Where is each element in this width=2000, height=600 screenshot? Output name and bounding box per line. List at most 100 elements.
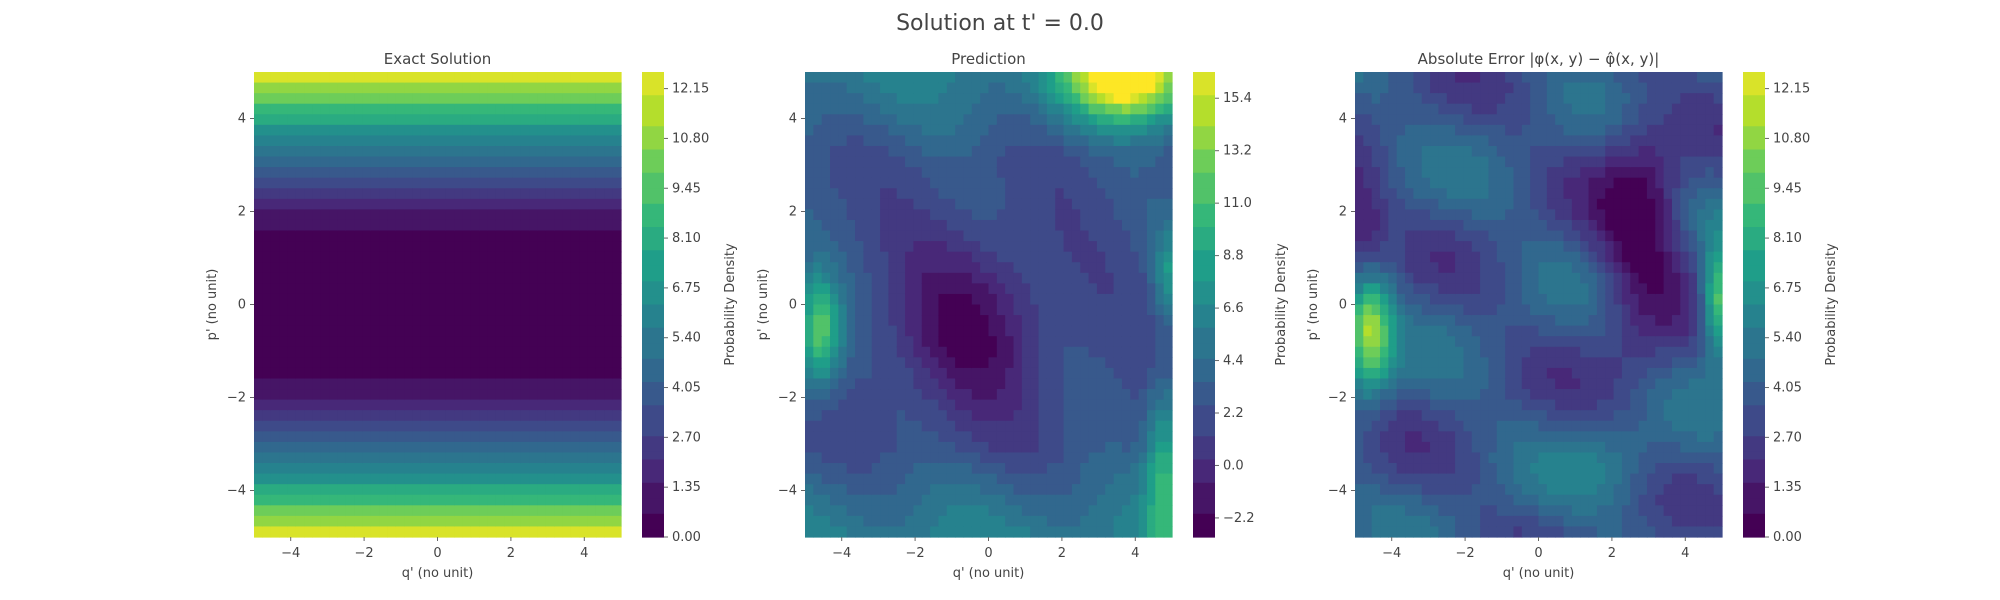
- heatmap-cell: [612, 410, 622, 422]
- heatmap-cell: [404, 399, 414, 411]
- heatmap-cell: [345, 262, 355, 274]
- heatmap-cell: [520, 230, 530, 242]
- heatmap-cell: [1038, 145, 1048, 158]
- heatmap-cell: [1438, 251, 1448, 263]
- heatmap-cell: [1138, 325, 1148, 337]
- heatmap-cell: [1521, 272, 1531, 284]
- heatmap-cell: [345, 420, 355, 432]
- heatmap-cell: [1480, 420, 1490, 432]
- heatmap-cell: [855, 410, 864, 422]
- heatmap-cell: [1488, 251, 1498, 263]
- heatmap-cell: [412, 441, 422, 454]
- heatmap-cell: [287, 167, 297, 179]
- heatmap-cell: [1138, 177, 1148, 189]
- heatmap-cell: [1080, 304, 1090, 316]
- heatmap-cell: [838, 325, 848, 337]
- heatmap-cell: [287, 431, 297, 443]
- heatmap-cell: [1121, 251, 1131, 263]
- heatmap-cell: [495, 230, 505, 242]
- heatmap-cell: [370, 93, 380, 105]
- heatmap-cell: [1455, 452, 1465, 464]
- heatmap-cell: [495, 114, 505, 126]
- heatmap-cell: [1463, 167, 1473, 179]
- heatmap-cell: [470, 420, 480, 432]
- heatmap-cell: [254, 219, 263, 232]
- heatmap-cell: [504, 431, 514, 443]
- heatmap-cell: [1113, 367, 1123, 380]
- heatmap-cell: [1046, 82, 1056, 94]
- colorbar-segment: [642, 475, 664, 484]
- heatmap-cell: [1371, 177, 1381, 189]
- heatmap-cell: [988, 230, 998, 242]
- heatmap-cell: [404, 505, 414, 517]
- heatmap-cell: [880, 325, 890, 337]
- heatmap-cell: [1488, 167, 1498, 179]
- heatmap-cell: [838, 526, 848, 538]
- heatmap-cell: [1396, 315, 1406, 327]
- heatmap-cell: [570, 219, 580, 232]
- heatmap-cell: [1163, 72, 1173, 84]
- heatmap-cell: [379, 230, 389, 242]
- heatmap-cell: [913, 293, 923, 306]
- heatmap-cell: [1430, 293, 1440, 306]
- heatmap-cell: [921, 494, 931, 506]
- heatmap-cell: [1405, 167, 1414, 179]
- heatmap-cell: [495, 526, 505, 538]
- heatmap-cell: [354, 505, 364, 517]
- heatmap-cell: [846, 167, 856, 179]
- heatmap-cell: [312, 198, 322, 210]
- heatmap-cell: [1455, 124, 1465, 137]
- colorbar-segment: [1193, 211, 1215, 220]
- heatmap-cell: [570, 367, 580, 380]
- heatmap-cell: [830, 441, 839, 454]
- heatmap-cell: [805, 177, 814, 189]
- heatmap-cell: [1038, 452, 1048, 464]
- heatmap-cell: [830, 209, 839, 221]
- heatmap-cell: [512, 452, 522, 464]
- heatmap-cell: [830, 367, 839, 380]
- heatmap-cell: [362, 399, 372, 411]
- heatmap-cell: [955, 145, 965, 158]
- heatmap-cell: [437, 135, 447, 147]
- heatmap-cell: [871, 484, 881, 496]
- heatmap-cell: [1488, 114, 1498, 126]
- heatmap-cell: [587, 452, 597, 464]
- heatmap-cell: [404, 378, 414, 390]
- heatmap-cell: [888, 241, 898, 253]
- heatmap-cell: [1088, 103, 1098, 115]
- heatmap-cell: [1163, 124, 1173, 137]
- heatmap-cell: [1480, 156, 1490, 168]
- heatmap-cell: [1380, 452, 1389, 464]
- heatmap-cell: [1063, 272, 1073, 284]
- heatmap-cell: [963, 135, 973, 147]
- heatmap-cell: [520, 93, 530, 105]
- heatmap-cell: [412, 325, 422, 337]
- heatmap-cell: [1438, 304, 1448, 316]
- heatmap-cell: [254, 167, 263, 179]
- heatmap-cell: [1155, 72, 1165, 84]
- heatmap-cell: [487, 389, 497, 401]
- colorbar-segment: [642, 428, 664, 437]
- heatmap-cell: [813, 241, 823, 253]
- heatmap-cell: [1396, 367, 1406, 380]
- heatmap-cell: [404, 367, 414, 380]
- heatmap-cell: [1121, 378, 1131, 390]
- heatmap-cell: [1163, 367, 1173, 380]
- heatmap-cell: [487, 198, 497, 210]
- heatmap-cell: [1446, 473, 1456, 485]
- heatmap-cell: [1063, 188, 1073, 200]
- heatmap-cell: [955, 399, 965, 411]
- heatmap-cell: [1363, 156, 1373, 168]
- heatmap-cell: [279, 515, 288, 528]
- heatmap-cell: [1413, 399, 1423, 411]
- heatmap-cell: [304, 82, 313, 94]
- heatmap-cell: [863, 241, 873, 253]
- heatmap-cell: [1021, 399, 1031, 411]
- heatmap-cell: [312, 389, 322, 401]
- heatmap-cell: [404, 484, 414, 496]
- heatmap-cell: [295, 336, 305, 348]
- heatmap-cell: [312, 209, 322, 221]
- heatmap-cell: [1463, 378, 1473, 390]
- heatmap-cell: [279, 262, 288, 274]
- heatmap-cell: [545, 103, 555, 115]
